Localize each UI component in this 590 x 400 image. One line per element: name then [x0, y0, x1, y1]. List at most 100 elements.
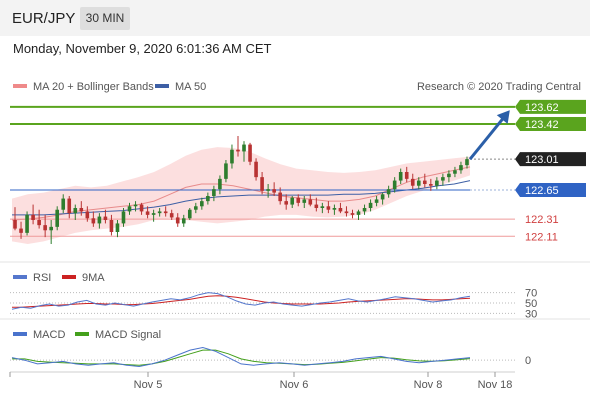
candle-body	[236, 149, 240, 152]
price-tag-label: 123.42	[525, 119, 559, 131]
rsi-level-label: 50	[525, 298, 537, 310]
candle-body	[338, 208, 343, 212]
candle-body	[260, 177, 264, 191]
candle-body	[187, 209, 192, 219]
candle-body	[206, 196, 210, 202]
candle-body	[212, 189, 216, 196]
candle-body	[67, 198, 72, 214]
x-axis: Nov 5 Nov 6 Nov 8 Nov 18	[9, 372, 513, 391]
candle-body	[157, 211, 162, 214]
candle-body	[296, 197, 301, 203]
price-tag-blue	[515, 183, 586, 197]
rsi-ma-line	[12, 295, 471, 308]
candle-body	[37, 220, 41, 226]
candle-body	[109, 220, 114, 232]
x-tick-label: Nov 6	[280, 379, 309, 391]
chart-datetime: Monday, November 9, 2020 6:01:36 AM CET	[13, 41, 272, 56]
rsi-legend: RSI 9MA	[13, 272, 105, 284]
x-tick-label: Nov 18	[478, 379, 513, 391]
ma20-legend-label: MA 20 + Bollinger Bands	[33, 81, 154, 93]
candle-body	[200, 201, 204, 207]
candle-body	[278, 192, 282, 202]
candle-body	[169, 213, 174, 218]
candle-body	[97, 216, 102, 224]
macd-zero-label: 0	[525, 355, 531, 367]
price-tag-label: 122.65	[525, 185, 559, 197]
support-label: 122.31	[525, 214, 559, 226]
rsi-line	[11, 292, 471, 310]
macd-legend-label: MACD	[33, 329, 65, 341]
support-label: 122.11	[525, 231, 558, 243]
rsi-ma-legend-swatch	[62, 275, 76, 279]
candle-body	[85, 211, 90, 219]
candle-body	[362, 208, 367, 212]
price-tag-green	[515, 117, 586, 131]
candle-body	[175, 217, 180, 224]
candle-body	[429, 184, 433, 186]
candle-body	[133, 204, 138, 207]
candle-body	[121, 211, 126, 224]
x-tick-label: Nov 8	[414, 379, 443, 391]
candle-body	[91, 218, 96, 224]
candle-body	[193, 206, 198, 210]
candle-body	[465, 159, 469, 166]
candle-body	[103, 216, 108, 220]
forecast-arrow-head	[496, 110, 510, 124]
candle-body	[151, 213, 156, 215]
candle-body	[230, 149, 234, 164]
candle-body	[55, 209, 60, 227]
price-levels	[10, 105, 515, 237]
candle-body	[25, 214, 29, 233]
timeframe-button[interactable]: 30 MIN	[80, 7, 130, 30]
candle-body	[344, 211, 349, 214]
candle-body	[410, 178, 415, 186]
rsi-legend-swatch	[13, 275, 27, 279]
candle-body	[79, 208, 84, 212]
candle-body	[314, 204, 319, 208]
candle-body	[368, 202, 373, 208]
candle-body	[284, 201, 289, 205]
candle-body	[308, 199, 313, 205]
rsi-ma-legend-label: 9MA	[82, 272, 105, 284]
x-tick-label: Nov 5	[134, 379, 163, 391]
price-tag-current	[515, 152, 586, 167]
forecast-arrow-shaft	[468, 113, 508, 161]
candle-body	[224, 163, 228, 179]
price-tag-green	[515, 99, 586, 114]
candle-body	[302, 199, 307, 203]
price-level-labels: 123.62 123.42 123.01 122.65 122.31 122.11	[515, 99, 586, 243]
candlestick-series	[13, 136, 469, 244]
rsi-legend-label: RSI	[33, 272, 51, 284]
top-bar: EUR/JPY 30 MIN	[0, 0, 590, 36]
candle-body	[422, 180, 427, 184]
candle-body	[374, 199, 379, 203]
candle-body	[320, 206, 325, 208]
candle-body	[115, 223, 120, 232]
candle-body	[127, 206, 132, 212]
candle-body	[61, 198, 66, 210]
macd-legend-swatch	[13, 332, 27, 336]
candle-body	[326, 206, 331, 210]
candle-body	[242, 144, 246, 152]
main-legend: MA 20 + Bollinger Bands MA 50 Research ©…	[13, 81, 581, 93]
candle-body	[218, 178, 222, 190]
candle-body	[181, 218, 186, 224]
candle-body	[447, 173, 451, 178]
candle-body	[145, 211, 150, 215]
ma50-legend-swatch	[155, 84, 169, 88]
rsi-level-label: 30	[525, 308, 537, 320]
symbol-label: EUR/JPY	[12, 10, 76, 27]
macd-line	[11, 346, 471, 368]
candle-body	[398, 172, 403, 181]
candle-body	[73, 208, 78, 214]
rsi-level-label: 70	[525, 288, 537, 300]
candle-body	[272, 189, 276, 193]
candle-body	[435, 180, 439, 186]
candle-body	[386, 189, 391, 195]
candle-body	[453, 170, 457, 174]
candle-body	[290, 197, 295, 205]
candle-body	[49, 226, 53, 231]
price-tag-label: 123.01	[525, 154, 559, 166]
